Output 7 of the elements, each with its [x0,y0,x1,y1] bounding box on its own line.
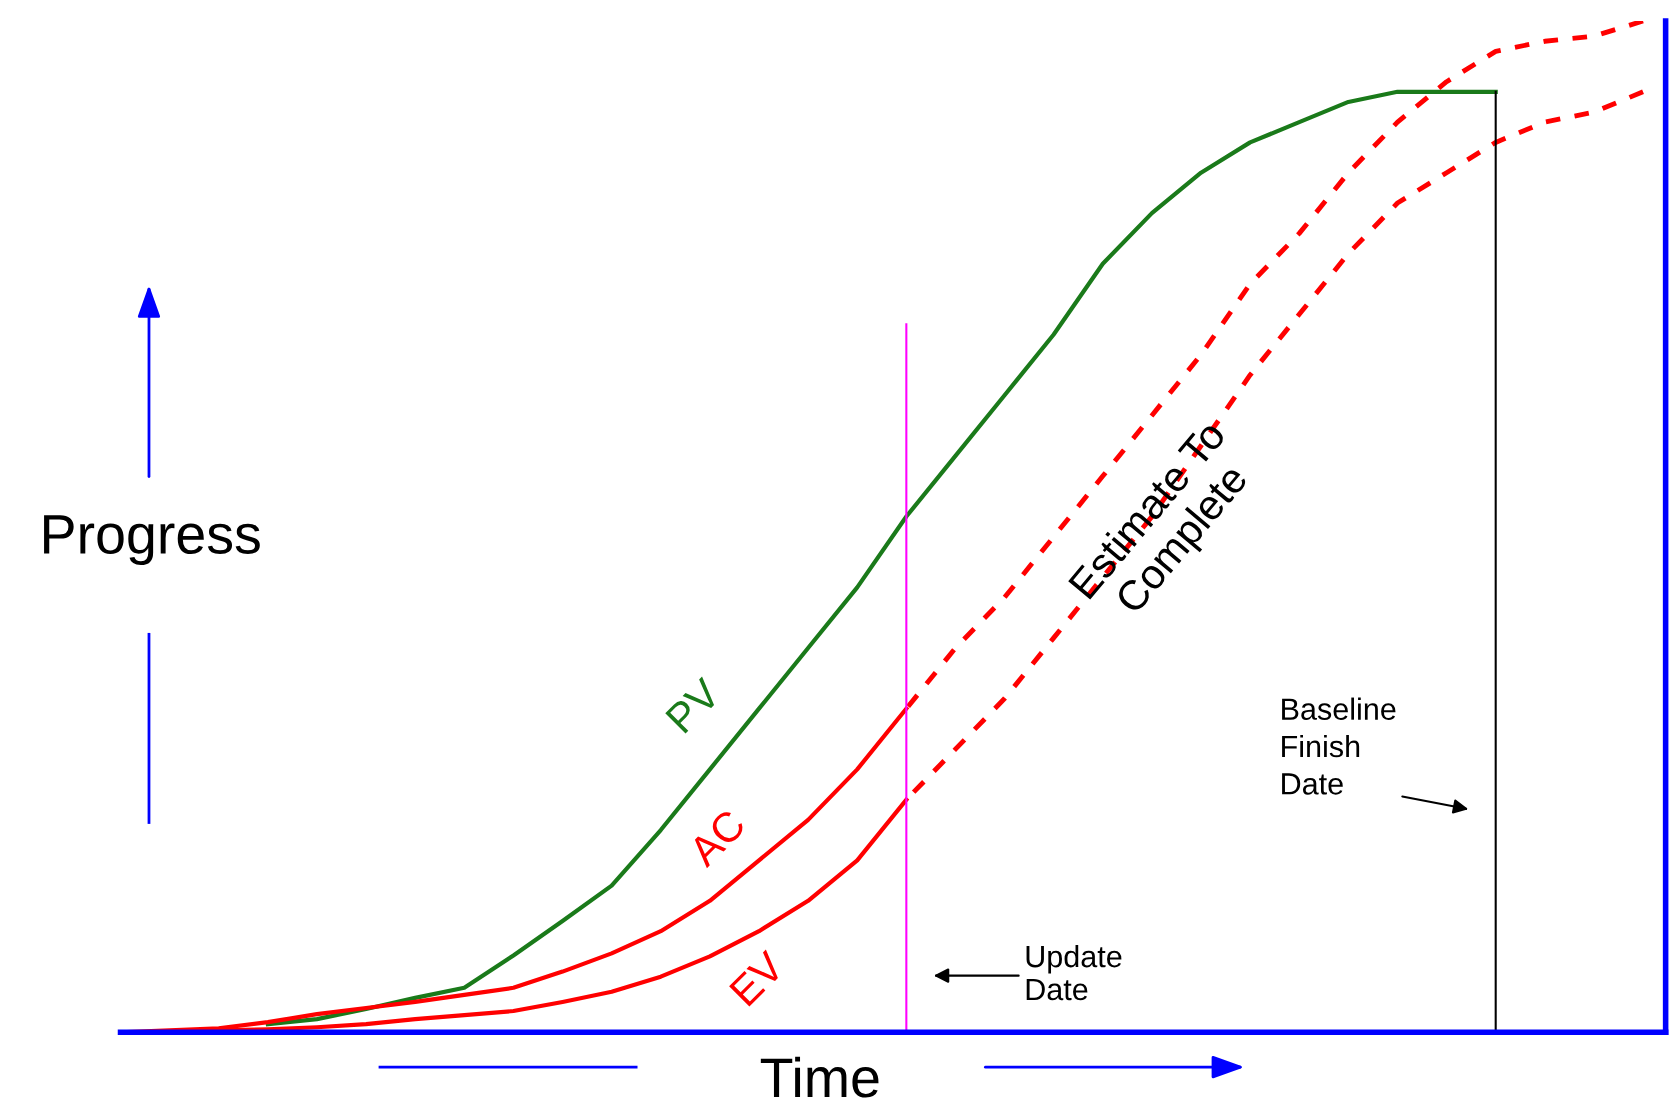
annotation: Update Date [1026,944,1122,1001]
annotation: Baseline Finish Date [1282,697,1396,795]
text: AC [686,807,747,869]
text: EV [729,949,787,1007]
text: PV [665,676,723,734]
x-axis-title: Time [760,1056,879,1098]
y-axis-title: Progress [44,515,260,565]
